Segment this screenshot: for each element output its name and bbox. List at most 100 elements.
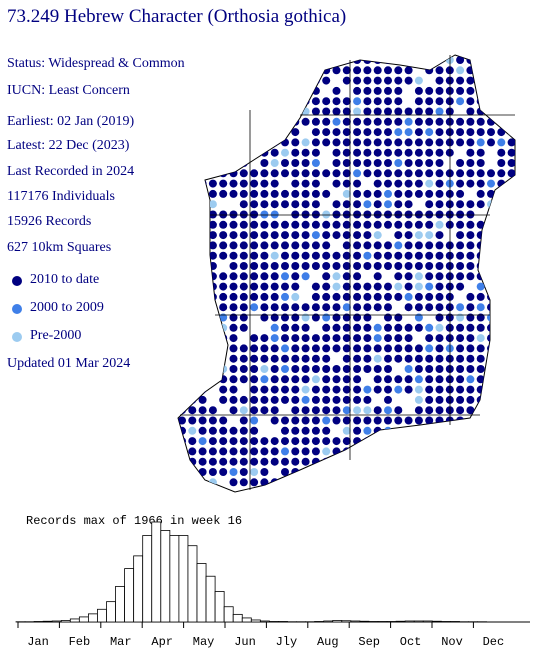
record-dot [363,365,372,373]
record-dot [239,426,248,435]
bar [106,601,116,623]
record-dot [342,169,351,178]
record-dot [188,385,197,394]
record-dot [497,241,506,250]
record-dot [466,107,475,116]
record-dot [507,334,515,343]
record-dot [198,334,207,343]
record-dot [270,189,279,198]
record-dot [497,292,506,301]
record-dot [188,354,197,363]
bar [88,613,98,623]
record-dot [394,272,403,281]
record-dot [260,303,269,312]
record-dot [260,97,269,106]
record-dot [507,107,515,116]
record-dot [250,395,259,404]
record-dot [311,375,320,384]
record-dot [456,241,465,250]
record-dot [260,200,269,209]
record-dot [373,117,382,126]
record-dot [363,262,372,270]
record-dot [414,169,423,178]
record-dot [301,117,310,126]
record-dot [250,478,259,487]
record-dot [456,251,465,260]
record-dot [198,159,207,167]
record-dot [208,406,217,415]
record-dot [270,385,279,394]
record-dot [239,220,248,229]
record-dot [301,148,310,157]
record-dot [322,416,331,425]
record-dot [435,334,444,343]
record-dot [425,159,434,167]
record-dot [373,406,382,415]
record-dot [332,56,341,64]
record-dot [394,323,403,332]
record-dot [229,262,238,270]
record-dot [425,107,434,116]
record-dot [425,416,434,425]
record-dot [332,416,341,425]
record-dot [425,231,434,240]
record-dot [311,282,320,291]
record-dot [353,457,362,466]
record-dot [229,231,238,240]
record-dot [198,457,207,466]
record-dot [281,365,289,373]
record-dot [394,468,403,476]
record-dot [208,365,217,373]
record-dot [301,375,310,384]
record-dot [414,447,423,456]
record-dot [281,395,289,404]
record-dot [208,241,217,250]
bar [323,620,334,623]
record-dot [239,210,248,219]
record-dot [208,262,217,270]
legend-label: Pre-2000 [30,328,82,343]
record-dot [384,97,392,106]
record-dot [322,262,331,270]
record-dot [198,76,207,85]
bar [259,620,270,623]
record-dot [260,56,269,64]
record-dot [239,262,248,270]
record-dot [476,344,485,353]
bar [42,620,53,623]
record-dot [219,313,228,322]
record-dot [311,354,320,363]
record-dot [229,313,238,322]
record-dot [394,354,403,363]
record-dot [301,334,310,343]
record-dot [178,292,186,301]
record-dot [178,272,186,281]
record-dot [229,128,238,137]
record-dot [198,169,207,178]
bar [142,535,153,623]
info-line: IUCN: Least Concern [7,83,130,98]
bar [97,608,107,623]
record-dot [188,406,197,415]
record-dot [456,169,465,178]
record-dot [404,251,413,260]
record-dot [497,148,506,157]
record-dot [270,97,279,106]
bar [51,620,62,623]
record-dot [229,375,238,384]
record-dot [414,292,423,301]
record-dot [456,189,465,198]
record-dot [466,159,475,167]
record-dot [404,292,413,301]
record-dot [229,169,238,178]
record-dot [507,416,515,425]
record-dot [178,128,186,137]
record-dot [208,457,217,466]
record-dot [260,385,269,394]
record-dot [445,426,454,435]
record-dot [414,437,423,446]
record-dot [373,344,382,353]
record-dot [353,159,362,167]
record-dot [250,97,259,106]
record-dot [311,395,320,404]
